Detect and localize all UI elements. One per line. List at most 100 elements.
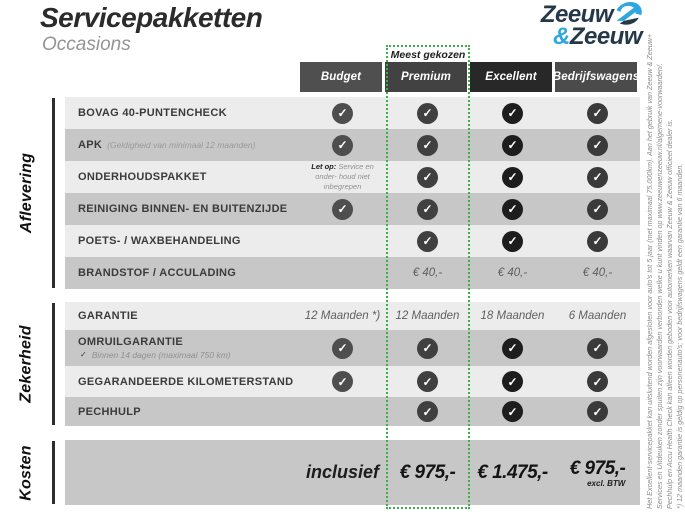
cell-bedrijfswagens: 6 Maanden: [555, 302, 640, 330]
cell-excellent: ✓: [470, 97, 555, 129]
row-title-text: APK: [78, 139, 103, 151]
zeeuw-zeeuw-logo: Zeeuw &Zeeuw: [506, 1, 643, 50]
cell-note-bold: Let op:: [311, 161, 337, 171]
cell-value: 12 Maanden: [395, 310, 460, 322]
check-icon: ✓: [502, 230, 523, 252]
section-label-text: Aflevering: [18, 152, 35, 234]
row-label-garantie: GARANTIE: [65, 310, 300, 322]
footnotes: Het Excellent-servicepakket kan uitsluit…: [645, 8, 685, 509]
logo-text-top: Zeeuw: [540, 1, 614, 28]
price-sub-label: excl. BTW: [587, 478, 626, 488]
cell-note: Let op: Service en onder- houd niet inbe…: [300, 162, 385, 192]
cell-excellent: ✓: [470, 366, 555, 397]
section-kosten: Kosten inclusief € 975,- € 1.475,- € 975,- ex…: [18, 440, 640, 505]
check-icon: ✓: [587, 371, 608, 392]
cell-premium: € 40,-: [385, 257, 470, 289]
logo-ampersand: &: [552, 23, 570, 50]
check-icon: ✓: [502, 401, 523, 422]
check-icon: ✓: [587, 230, 608, 252]
row-title-text: GARANTIE: [78, 310, 138, 322]
footnote-line: Het Excellent-servicepakket kan uitsluit…: [645, 33, 654, 509]
check-icon: ✓: [587, 198, 608, 220]
cell-excellent: ✓: [470, 397, 555, 426]
row-title-text: GEGARANDEERDE KILOMETERSTAND: [78, 375, 294, 388]
table-row-apk: APK (Geldigheid van minimaal 12 maanden) ✓…: [65, 129, 640, 161]
check-icon: ✓: [417, 198, 438, 220]
row-subline: ✓ Binnen 14 dagen (maximaal 750 km): [78, 350, 300, 360]
price-value: € 975,-: [399, 461, 456, 483]
row-label-omruilgarantie: OMRUILGARANTIE ✓ Binnen 14 dagen (maximaal…: [65, 336, 300, 360]
row-label-brandstof-acculading: BRANDSTOF / ACCULADING: [65, 267, 300, 279]
check-icon: ✓: [502, 134, 523, 156]
cell-budget: ✓: [300, 330, 385, 366]
cell-premium: € 975,-: [385, 440, 470, 505]
row-title: BOVAG 40-PUNTENCHECK: [78, 107, 300, 119]
row-title: ONDERHOUDSPAKKET: [78, 171, 300, 183]
table-row-omruilgarantie: OMRUILGARANTIE ✓ Binnen 14 dagen (maximaal…: [65, 330, 640, 366]
check-icon: ✓: [587, 401, 608, 422]
cell-premium: ✓: [385, 225, 470, 257]
check-icon: ✓: [502, 102, 523, 124]
cell-excellent: ✓: [470, 129, 555, 161]
check-icon: ✓: [587, 337, 608, 359]
row-subline-text: Binnen 14 dagen (maximaal 750 km): [91, 350, 231, 360]
footnote-line: Services en Uitdeuken zonder spuiten zij…: [654, 63, 664, 509]
table-row-garantie: GARANTIE 12 Maanden *) 12 Maanden 18 Maande…: [65, 302, 640, 330]
column-header-premium: Premium: [385, 62, 467, 92]
cell-bedrijfswagens: ✓: [555, 366, 640, 397]
cell-premium: ✓: [385, 366, 470, 397]
price-cell: € 975,- excl. BTW: [570, 458, 626, 488]
row-title: REINIGING BINNEN- EN BUITENZIJDE: [78, 203, 300, 215]
check-icon: ✓: [417, 337, 438, 359]
footnote-line: Pechhulp en Accu Health Check kan alleen…: [664, 119, 674, 509]
column-header-budget: Budget: [300, 62, 382, 92]
price-value: € 975,-: [569, 457, 626, 479]
cell-value: € 40,-: [497, 267, 528, 279]
check-icon: ✓: [417, 371, 438, 392]
row-title-text: BRANDSTOF / ACCULADING: [78, 267, 237, 279]
table-row-pechhulp: PECHHULP ✓ ✓ ✓: [65, 397, 640, 426]
table-row-brandstof-acculading: BRANDSTOF / ACCULADING € 40,- € 40,- € 40,-: [65, 257, 640, 289]
cell-value: € 40,-: [412, 267, 443, 279]
check-icon: ✓: [587, 102, 608, 124]
section-label-text: Zekerheid: [18, 325, 36, 403]
column-header-bedrijfswagens: Bedrijfswagens: [553, 62, 639, 92]
cell-excellent: ✓: [470, 193, 555, 225]
title-block: Servicepakketten Occasions: [40, 2, 263, 56]
row-label-gegarandeerde-kilometerstand: GEGARANDEERDE KILOMETERSTAND: [65, 376, 300, 388]
cell-premium: ✓: [385, 97, 470, 129]
cell-premium: ✓: [385, 193, 470, 225]
check-icon: ✓: [587, 166, 608, 188]
cell-value: 6 Maanden: [568, 310, 627, 322]
column-headers: Budget Premium Excellent Bedrijfswagens: [300, 62, 640, 92]
check-icon: ✓: [332, 337, 353, 359]
price-value: € 1.475,-: [477, 461, 548, 483]
check-icon: ✓: [332, 371, 353, 392]
row-title: GARANTIE: [78, 310, 300, 322]
row-label-bovag-40-puntencheck: BOVAG 40-PUNTENCHECK: [65, 107, 300, 119]
section-label-text: Kosten: [18, 444, 35, 501]
row-label-pechhulp: PECHHULP: [65, 406, 300, 418]
column-header-excellent: Excellent: [470, 62, 552, 92]
section-label-zekerheid: Zekerheid: [3, 302, 51, 426]
table-row-reiniging-binnen-en-buitenzijde: REINIGING BINNEN- EN BUITENZIJDE ✓ ✓ ✓ ✓: [65, 193, 640, 225]
row-title-text: BOVAG 40-PUNTENCHECK: [78, 107, 227, 119]
cell-budget: 12 Maanden *): [300, 302, 385, 330]
cell-bedrijfswagens: ✓: [555, 97, 640, 129]
row-label-onderhoudspakket: ONDERHOUDSPAKKET: [65, 171, 300, 183]
cell-bedrijfswagens: ✓: [555, 330, 640, 366]
cell-budget: ✓: [300, 97, 385, 129]
check-icon: ✓: [332, 134, 353, 156]
zeeuw-logo-icon: [616, 1, 642, 25]
included-label: inclusief: [305, 462, 380, 482]
cell-excellent: ✓: [470, 161, 555, 193]
row-title: GEGARANDEERDE KILOMETERSTAND: [78, 376, 300, 388]
row-title: APK (Geldigheid van minimaal 12 maanden): [78, 139, 300, 151]
price-cell: € 1.475,-: [477, 462, 548, 484]
check-icon: ✓: [502, 371, 523, 392]
row-title-text: OMRUILGARANTIE: [78, 336, 184, 348]
table-row-onderhoudspakket: ONDERHOUDSPAKKET Let op: Service en onder…: [65, 161, 640, 193]
section-aflevering: Aflevering BOVAG 40-PUNTENCHECK ✓ ✓ ✓ ✓ APK (Ge…: [18, 97, 640, 289]
row-title-text: REINIGING BINNEN- EN BUITENZIJDE: [78, 203, 288, 215]
cell-bedrijfswagens: ✓: [555, 129, 640, 161]
